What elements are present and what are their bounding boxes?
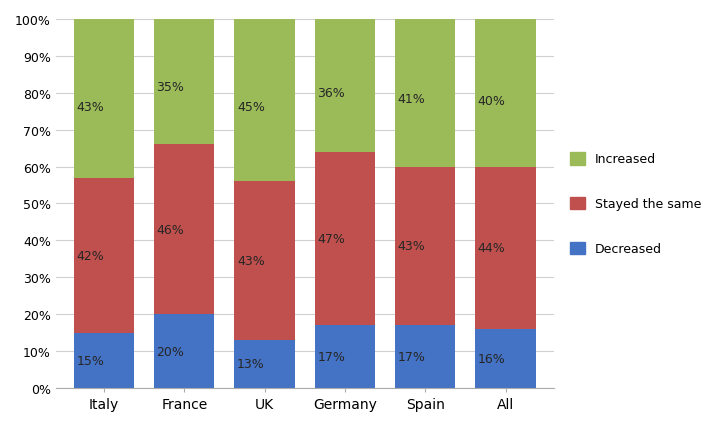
Bar (235, 16, 295, 182)
Bar (315, 325, 375, 388)
Bar (74, 20, 134, 178)
Text: 16%: 16% (478, 352, 505, 365)
Bar (235, 340, 295, 388)
Bar (154, 145, 214, 314)
Bar (395, 167, 456, 325)
Text: 17%: 17% (398, 350, 425, 363)
Text: 43%: 43% (237, 255, 265, 268)
Text: 40%: 40% (478, 95, 505, 107)
Text: 42%: 42% (77, 249, 104, 262)
Bar (315, 153, 375, 325)
Text: 43%: 43% (398, 240, 425, 253)
Bar (154, 16, 214, 145)
Bar (235, 182, 295, 340)
Text: 44%: 44% (478, 242, 505, 255)
Bar (74, 178, 134, 333)
Text: 43%: 43% (77, 101, 104, 113)
Bar (476, 329, 536, 388)
Bar (154, 314, 214, 388)
Bar (395, 325, 456, 388)
Text: 35%: 35% (157, 81, 184, 94)
Text: 13%: 13% (237, 358, 265, 371)
Text: 36%: 36% (317, 86, 345, 99)
Legend: Increased, Stayed the same, Decreased: Increased, Stayed the same, Decreased (565, 147, 706, 261)
Bar (395, 16, 456, 167)
Bar (476, 167, 536, 329)
Text: 17%: 17% (317, 350, 345, 363)
Text: 45%: 45% (237, 101, 265, 114)
Text: 46%: 46% (157, 223, 184, 236)
Text: 47%: 47% (317, 233, 345, 245)
Bar (315, 20, 375, 153)
Bar (74, 333, 134, 388)
Bar (476, 20, 536, 167)
Text: 41%: 41% (398, 93, 425, 106)
Text: 15%: 15% (77, 354, 104, 367)
Text: 20%: 20% (157, 345, 184, 358)
